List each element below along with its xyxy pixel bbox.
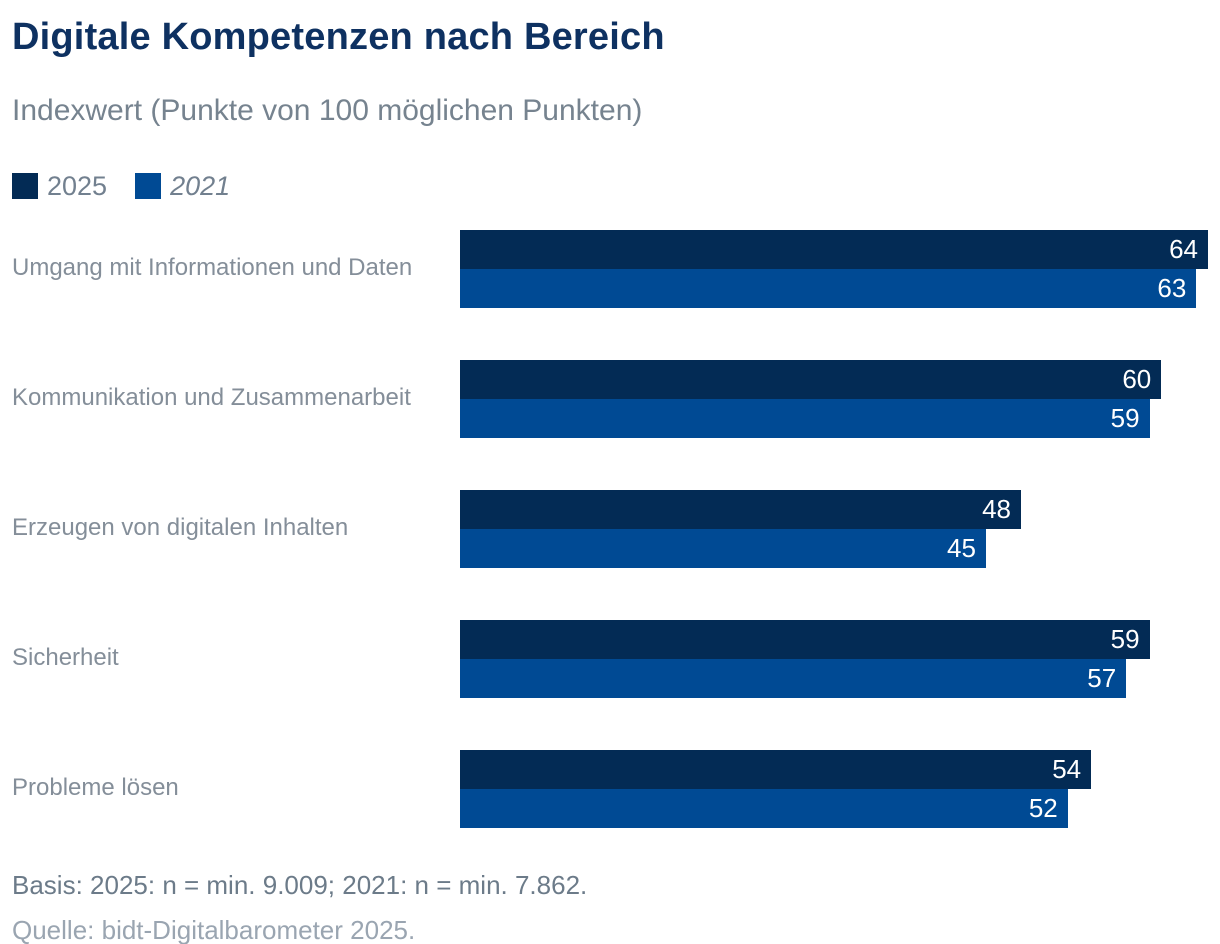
bar-pair: 54 52	[460, 749, 1208, 828]
legend: 2025 2021	[12, 171, 1208, 202]
bar-2025: 54	[460, 749, 1092, 789]
bar-row: Probleme lösen 54 52	[12, 749, 1208, 828]
bar-pair: 59 57	[460, 619, 1208, 698]
bar-2025: 60	[460, 359, 1162, 399]
bar-2025: 59	[460, 619, 1150, 659]
bar-2021: 59	[460, 398, 1150, 438]
bar-value-label: 45	[947, 532, 976, 563]
chart-subtitle: Indexwert (Punkte von 100 möglichen Punk…	[12, 93, 643, 127]
bar-2021: 52	[460, 788, 1068, 828]
bar-2025: 64	[460, 229, 1208, 269]
bar-2021: 45	[460, 528, 986, 568]
category-label: Probleme lösen	[12, 774, 179, 802]
bar-value-label: 59	[1110, 623, 1140, 654]
basis-note: Basis: 2025: n = min. 9.009; 2021: n = m…	[12, 869, 588, 900]
bar-row: Kommunikation und Zusammenarbeit 60 59	[12, 359, 1208, 438]
bar-value-label: 59	[1110, 402, 1140, 433]
page-title: Digitale Kompetenzen nach Bereich	[12, 16, 665, 58]
bar-row: Erzeugen von digitalen Inhalten 48 45	[12, 489, 1208, 568]
bar-2025: 48	[460, 489, 1021, 529]
bar-row: Sicherheit 59 57	[12, 619, 1208, 698]
legend-swatch-2025	[12, 173, 38, 200]
category-label: Umgang mit Informationen und Daten	[12, 254, 413, 282]
bar-pair: 64 63	[460, 229, 1208, 308]
legend-label-2025: 2025	[47, 170, 108, 201]
bar-value-label: 52	[1028, 792, 1058, 823]
chart-footer: Basis: 2025: n = min. 9.009; 2021: n = m…	[12, 870, 1208, 944]
bar-pair: 60 59	[460, 359, 1208, 438]
bar-2021: 57	[460, 658, 1127, 698]
legend-item-2021: 2021	[135, 171, 230, 202]
category-label: Kommunikation und Zusammenarbeit	[12, 384, 411, 412]
bar-value-label: 57	[1087, 662, 1117, 693]
bar-value-label: 63	[1157, 272, 1187, 303]
legend-swatch-2021	[135, 173, 162, 200]
bar-pair: 48 45	[460, 489, 1208, 568]
legend-item-2025: 2025	[12, 171, 107, 202]
bar-value-label: 64	[1169, 233, 1198, 264]
bar-rows: Umgang mit Informationen und Daten 64 63 Ko…	[12, 229, 1208, 828]
bar-row: Umgang mit Informationen und Daten 64 63	[12, 229, 1208, 308]
legend-label-2021: 2021	[170, 170, 231, 201]
category-label: Erzeugen von digitalen Inhalten	[12, 514, 349, 542]
bar-2021: 63	[460, 268, 1197, 308]
source-note: Quelle: bidt-Digitalbarometer 2025.	[12, 914, 416, 944]
category-label: Sicherheit	[12, 644, 119, 672]
bar-value-label: 48	[982, 493, 1011, 524]
bar-value-label: 54	[1052, 753, 1082, 784]
bar-value-label: 60	[1122, 363, 1152, 394]
